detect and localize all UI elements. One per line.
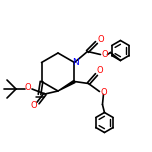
Text: N: N [72, 58, 79, 67]
Text: O: O [100, 88, 107, 97]
Text: O: O [97, 35, 104, 44]
Text: O: O [101, 50, 108, 59]
Text: O: O [96, 66, 103, 75]
Text: O: O [31, 102, 37, 111]
Text: O: O [25, 83, 31, 92]
Polygon shape [58, 80, 75, 91]
